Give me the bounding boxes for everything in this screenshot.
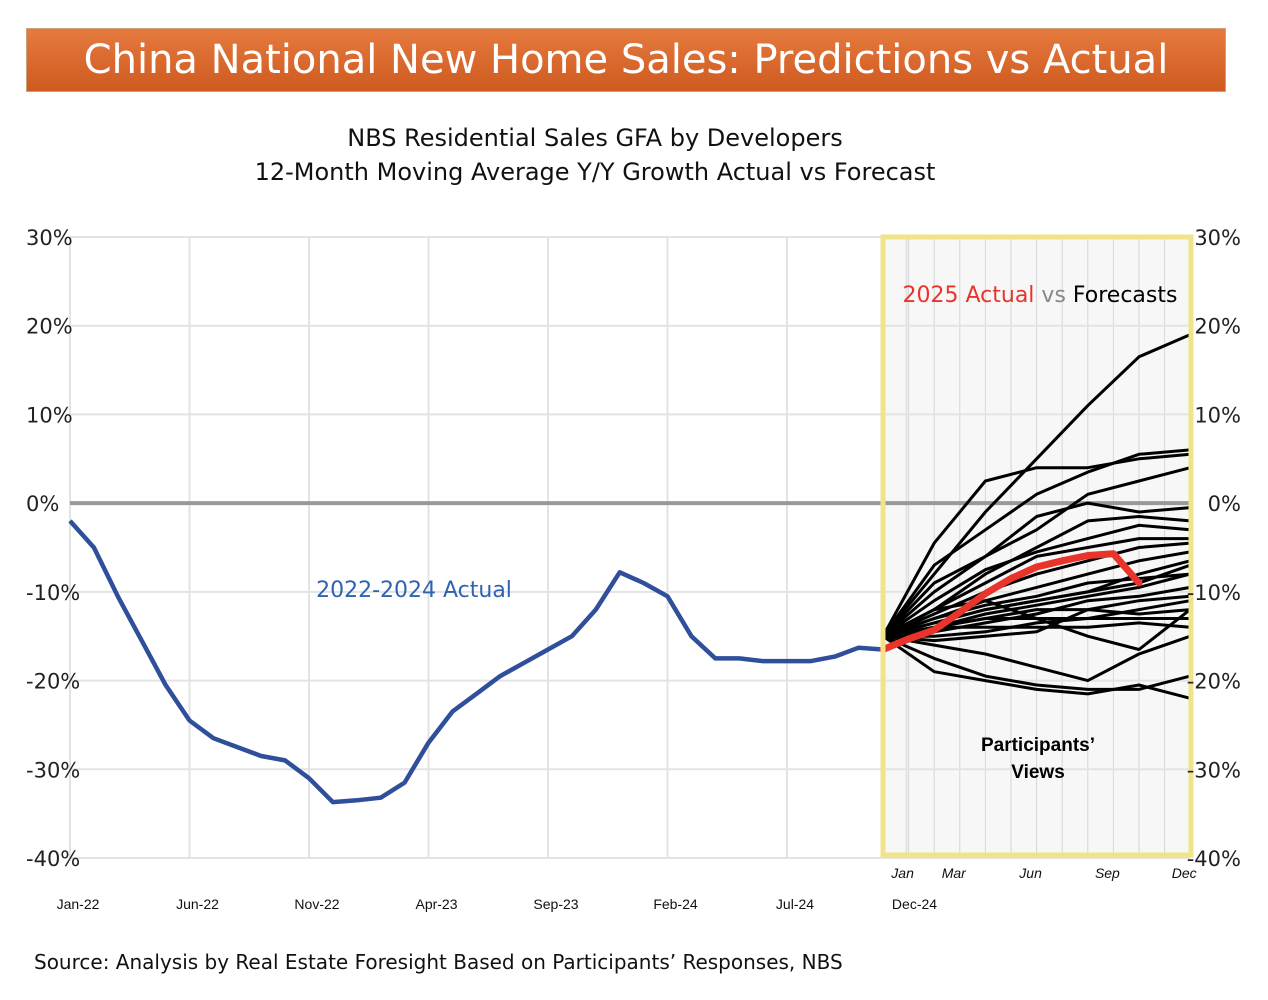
forecast-x-tick-labels: Jan Mar Jun Sep Dec: [890, 865, 1196, 881]
y-tick-right-2: 10%: [1194, 403, 1241, 427]
forecast-line-19: [882, 634, 1191, 683]
forecast-line-2: [881, 448, 1191, 638]
forecast-x-tick-3: Sep: [1095, 865, 1120, 881]
y-tick-right-5: -20%: [1187, 670, 1241, 694]
forecast-line-0: [881, 333, 1191, 638]
forecast-line-1: [881, 452, 1191, 637]
forecast-line-8: [882, 541, 1191, 638]
forecast-highlight-border: [880, 234, 1194, 858]
forecast-line-17: [882, 599, 1192, 651]
forecast-x-tick-2: Jun: [1018, 865, 1042, 881]
actual-2025-line: [879, 550, 1143, 653]
x-tick-labels: Jan-22 Jun-22 Nov-22 Apr-23 Sep-23 Feb-24 Jul-…: [57, 896, 938, 912]
source-note: Source: Analysis by Real Estate Foresigh…: [34, 950, 843, 974]
forecast-legend: 2025 Actual vs Forecasts: [903, 283, 1178, 308]
historical-actual-line: [68, 519, 883, 805]
forecast-line-14: [883, 599, 1191, 638]
x-tick-5: Feb-24: [653, 896, 698, 912]
legend-black-label: Forecasts: [1073, 283, 1178, 308]
forecast-line-20: [882, 634, 1191, 691]
y-tick-right-6: -30%: [1187, 758, 1241, 782]
y-tick-left-7: -40%: [26, 847, 80, 871]
forecast-x-tick-0: Jan: [890, 865, 914, 881]
forecast-line-6: [882, 523, 1191, 638]
x-tick-2: Nov-22: [294, 896, 339, 912]
forecast-line-3: [882, 466, 1191, 638]
y-tick-labels-right: 30% 20% 10% 0% -10% -20% -30% -40%: [1187, 226, 1241, 871]
historical-series-label: 2022-2024 Actual: [316, 578, 512, 603]
y-tick-left-6: -30%: [26, 758, 80, 782]
banner-title: China National New Home Sales: Predictio…: [83, 37, 1169, 83]
forecast-x-tick-4: Dec: [1172, 865, 1197, 881]
chart-subtitle-line2: 12-Month Moving Average Y/Y Growth Actua…: [254, 158, 936, 186]
y-tick-left-2: 10%: [26, 403, 73, 427]
y-tick-left-0: 30%: [26, 226, 73, 250]
actual-2025-line-group: [879, 550, 1143, 653]
chart-subtitle-line1: NBS Residential Sales GFA by Developers: [347, 124, 843, 152]
historical-line-group: [68, 519, 883, 805]
forecast-line-21: [882, 634, 1191, 700]
vertical-gridlines: [69, 237, 1191, 858]
y-tick-left-5: -20%: [26, 670, 80, 694]
x-tick-0: Jan-22: [57, 896, 100, 912]
forecast-line-4: [881, 501, 1191, 638]
x-tick-7: Dec-24: [892, 896, 937, 912]
x-tick-1: Jun-22: [176, 896, 219, 912]
title-banner: China National New Home Sales: Predictio…: [26, 28, 1226, 92]
y-tick-left-1: 20%: [26, 315, 73, 339]
y-tick-labels-left: 30% 20% 10% 0% -10% -20% -30% -40%: [26, 226, 80, 871]
participants-views-line1: Participants’: [981, 735, 1095, 756]
y-tick-right-7: -40%: [1187, 847, 1241, 871]
forecast-x-tick-1: Mar: [942, 865, 967, 881]
legend-vs-label: vs: [1041, 283, 1065, 308]
participants-views-line2: Views: [1011, 762, 1065, 783]
y-tick-right-3: 0%: [1208, 492, 1241, 516]
y-tick-right-1: 20%: [1194, 315, 1241, 339]
legend-red-label: 2025 Actual: [903, 283, 1035, 308]
y-tick-right-4: -10%: [1187, 581, 1241, 605]
x-tick-6: Jul-24: [776, 896, 814, 912]
forecast-line-16: [882, 608, 1191, 643]
y-tick-right-0: 30%: [1194, 226, 1241, 250]
y-tick-left-3: 0%: [26, 492, 59, 516]
x-tick-3: Apr-23: [415, 896, 457, 912]
x-tick-4: Sep-23: [533, 896, 578, 912]
y-tick-left-4: -10%: [26, 581, 80, 605]
